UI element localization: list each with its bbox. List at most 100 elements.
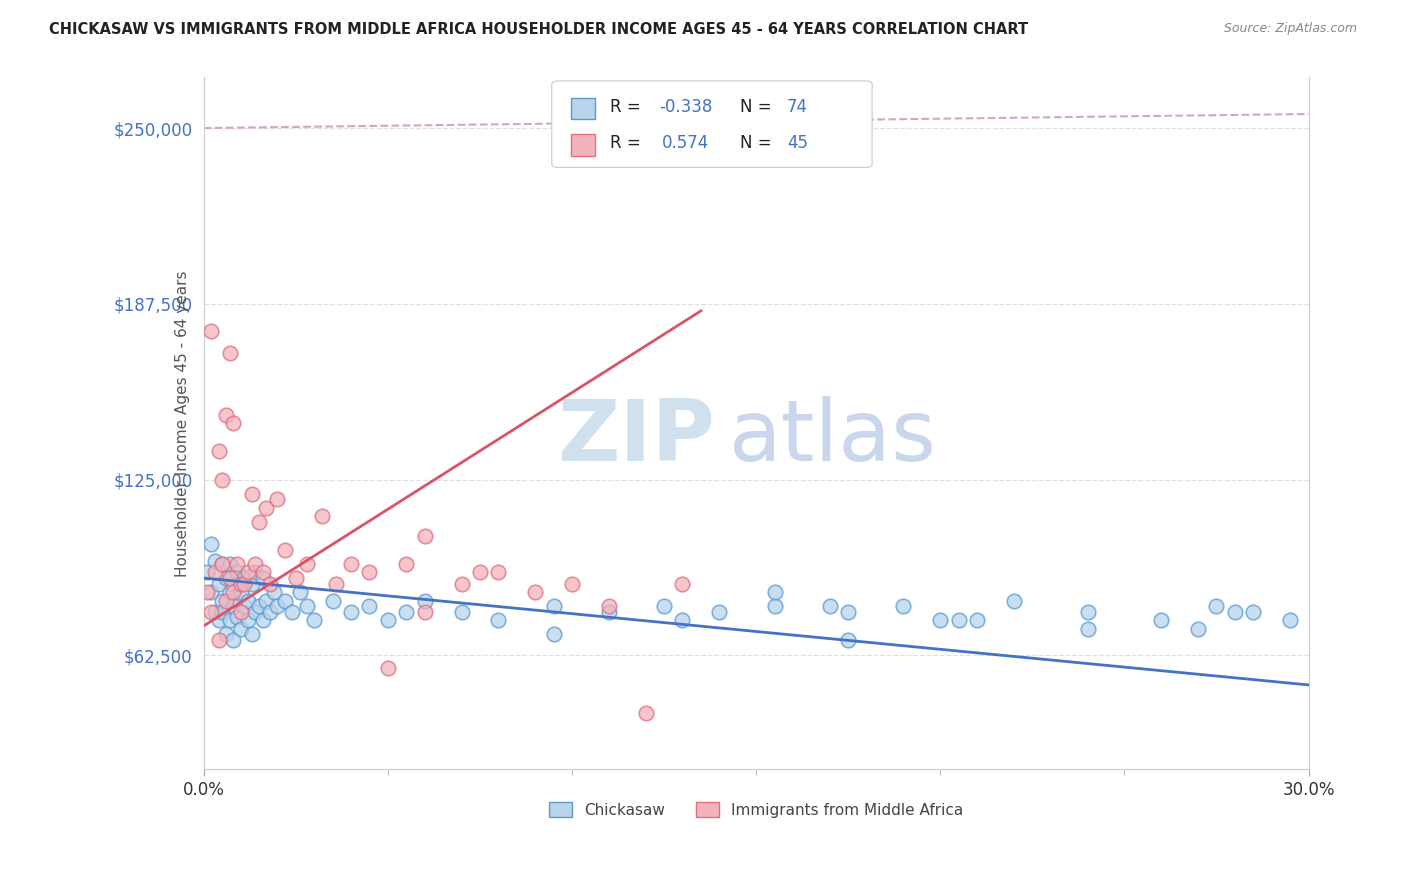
Point (259, 576, 281, 591)
Point (247, 599, 270, 614)
Point (226, 566, 249, 580)
Point (486, 613, 509, 627)
Point (222, 576, 245, 591)
Point (763, 585, 786, 599)
Point (200, 585, 222, 599)
Text: atlas: atlas (728, 396, 936, 479)
Point (197, 566, 219, 580)
Point (211, 473, 233, 487)
Point (413, 529, 436, 543)
Point (1205, 599, 1227, 614)
Bar (571, 97, 595, 119)
Point (1279, 613, 1302, 627)
Point (240, 576, 263, 591)
Point (325, 576, 347, 591)
Point (304, 613, 326, 627)
Text: N =: N = (740, 134, 776, 153)
Point (1002, 593, 1025, 607)
Point (709, 605, 731, 619)
Point (229, 622, 252, 636)
Point (254, 500, 277, 515)
Point (252, 571, 274, 585)
Point (254, 593, 277, 607)
Point (295, 599, 318, 614)
Point (671, 613, 693, 627)
Point (233, 576, 256, 591)
Point (929, 613, 952, 627)
Point (211, 557, 233, 571)
Point (233, 571, 256, 585)
Text: Source: ZipAtlas.com: Source: ZipAtlas.com (1223, 22, 1357, 36)
Point (218, 346, 240, 360)
Point (200, 537, 222, 551)
Point (1241, 605, 1264, 619)
Point (233, 599, 256, 614)
Point (377, 661, 399, 675)
Text: R =: R = (610, 134, 651, 153)
Text: CHICKASAW VS IMMIGRANTS FROM MIDDLE AFRICA HOUSEHOLDER INCOME AGES 45 - 64 YEARS: CHICKASAW VS IMMIGRANTS FROM MIDDLE AFRI… (49, 22, 1028, 37)
Point (281, 605, 304, 619)
Point (395, 557, 418, 571)
Point (204, 566, 226, 580)
Point (413, 593, 436, 607)
Point (948, 613, 970, 627)
Point (245, 566, 267, 580)
Point (274, 543, 297, 558)
Point (229, 585, 252, 599)
Point (413, 605, 436, 619)
Point (240, 486, 263, 500)
Y-axis label: Householder Income Ages 45 - 64 years: Householder Income Ages 45 - 64 years (174, 270, 190, 576)
Point (1223, 605, 1246, 619)
Point (252, 566, 274, 580)
Point (218, 571, 240, 585)
Point (652, 599, 675, 614)
Point (236, 593, 259, 607)
Point (240, 627, 263, 641)
Point (450, 605, 472, 619)
Point (207, 444, 229, 458)
Point (215, 593, 238, 607)
Point (837, 632, 859, 647)
Point (295, 557, 318, 571)
Point (266, 492, 288, 507)
Point (543, 599, 565, 614)
Point (226, 610, 249, 624)
Point (204, 554, 226, 568)
Point (211, 593, 233, 607)
Point (450, 576, 472, 591)
Point (763, 599, 786, 614)
Point (311, 509, 333, 524)
Point (340, 605, 363, 619)
Point (207, 632, 229, 647)
Point (543, 627, 565, 641)
Point (245, 605, 267, 619)
Point (671, 576, 693, 591)
Point (340, 557, 363, 571)
Point (222, 417, 245, 431)
Point (284, 571, 307, 585)
Text: ZIP: ZIP (557, 396, 716, 479)
Point (634, 706, 657, 720)
Point (966, 613, 988, 627)
Point (263, 585, 285, 599)
Point (561, 576, 583, 591)
Point (229, 576, 252, 591)
Text: -0.338: -0.338 (659, 98, 713, 116)
Point (837, 605, 859, 619)
Point (322, 593, 344, 607)
Point (486, 566, 509, 580)
Point (274, 593, 297, 607)
Point (218, 557, 240, 571)
Point (359, 566, 381, 580)
Point (207, 613, 229, 627)
Point (222, 599, 245, 614)
Bar (571, 135, 595, 155)
Text: R =: R = (610, 98, 647, 116)
Point (207, 576, 229, 591)
Point (229, 605, 252, 619)
Point (197, 585, 219, 599)
Point (211, 605, 233, 619)
Point (359, 599, 381, 614)
FancyBboxPatch shape (551, 81, 872, 168)
Point (222, 585, 245, 599)
